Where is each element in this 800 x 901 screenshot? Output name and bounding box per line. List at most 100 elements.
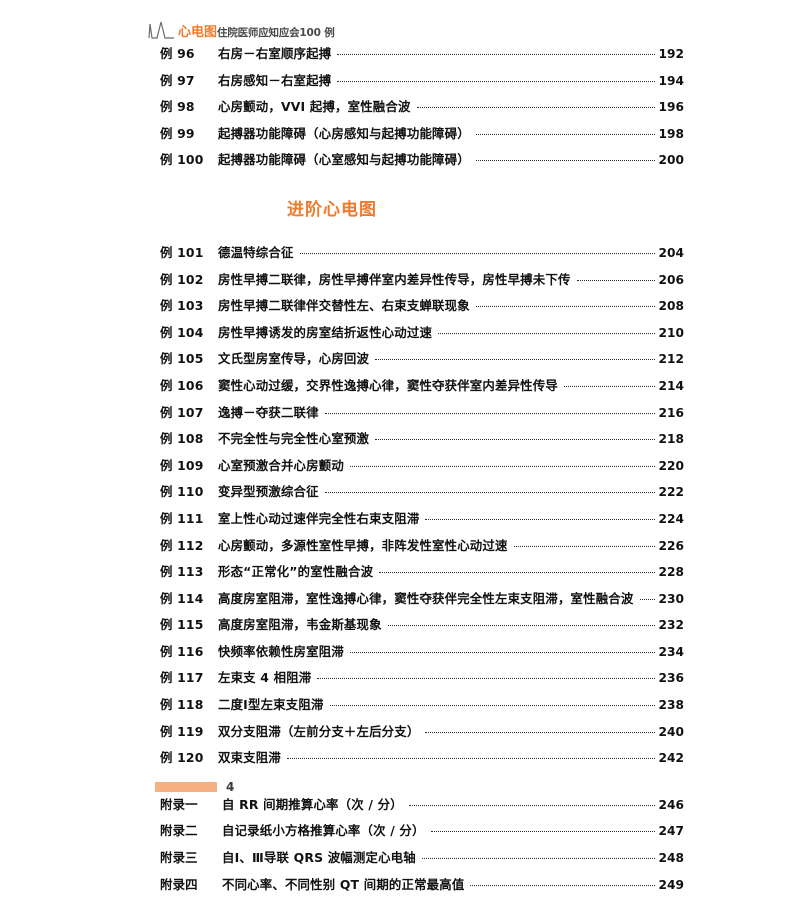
toc-entry-page: 238 <box>658 698 684 713</box>
toc-entry-title: 自Ⅰ、Ⅲ导联 QRS 波幅测定心电轴 <box>222 850 416 866</box>
toc-entry-page: 248 <box>658 851 684 866</box>
toc-entry[interactable]: 例 115 高度房室阻滞，韦金斯基现象 232 <box>160 615 684 642</box>
toc-entry-number: 附录二 <box>160 823 198 839</box>
toc-entry-number: 例 100 <box>160 152 204 168</box>
toc-entry-number: 例 98 <box>160 99 195 115</box>
toc-entry-page: 247 <box>658 824 684 839</box>
toc-leader-dots <box>475 306 655 308</box>
toc-leader-dots <box>408 804 655 806</box>
toc-entry-title: 起搏器功能障碍（心室感知与起搏功能障碍） <box>218 152 470 168</box>
header-subtitle: 住院医师应知应会100 例 <box>217 27 335 39</box>
toc-entry-title: 文氏型房室传导，心房回波 <box>218 351 370 367</box>
toc-entry-title: 逸搏－夺获二联律 <box>218 404 319 420</box>
toc-leader-dots <box>317 678 655 680</box>
toc-entry-title: 房性早搏二联律伴交替性左、右束支蝉联现象 <box>218 298 470 314</box>
toc-entry-page: 204 <box>658 245 684 260</box>
toc-entry-title: 室上性心动过速伴完全性右束支阻滞 <box>218 510 420 526</box>
toc-entry[interactable]: 例 117 左束支 4 相阻滞 236 <box>160 668 684 695</box>
toc-entry-page: 249 <box>658 877 684 892</box>
toc-leader-dots <box>416 107 655 109</box>
toc-entry[interactable]: 附录二 自记录纸小方格推算心率（次 / 分） 247 <box>160 821 684 848</box>
toc-leader-dots <box>387 625 655 627</box>
toc-entry-title: 高度房室阻滞，韦金斯基现象 <box>218 617 382 633</box>
toc-entry[interactable]: 附录一 自 RR 间期推算心率（次 / 分） 246 <box>160 795 684 822</box>
toc-leader-dots <box>470 884 655 886</box>
toc-entry-page: 212 <box>658 352 684 367</box>
toc-entry-number: 例 107 <box>160 404 204 420</box>
toc-entry[interactable]: 附录四 不同心率、不同性别 QT 间期的正常最高值 249 <box>160 875 684 901</box>
toc-entry-number: 例 118 <box>160 697 204 713</box>
toc-entry[interactable]: 例 119 双分支阻滞（左前分支＋左后分支） 240 <box>160 722 684 749</box>
header-brand: 心电图 <box>178 25 218 40</box>
toc-entry-page: 210 <box>658 325 684 340</box>
toc-entry[interactable]: 例 98 心房颤动，VVI 起搏，室性融合波 196 <box>160 97 684 124</box>
toc-entry[interactable]: 例 110 变异型预激综合征 222 <box>160 482 684 509</box>
toc-entry-page: 228 <box>658 565 684 580</box>
ecg-waveform-icon <box>148 21 174 39</box>
toc-entry-page: 216 <box>658 405 684 420</box>
toc-entry[interactable]: 例 106 窦性心动过缓，交界性逸搏心律，窦性夺获伴室内差异性传导 214 <box>160 376 684 403</box>
toc-entry[interactable]: 例 105 文氏型房室传导，心房回波 212 <box>160 349 684 376</box>
toc-entry-number: 例 108 <box>160 431 204 447</box>
toc-entry-page: 222 <box>658 485 684 500</box>
toc-entry[interactable]: 例 99 起搏器功能障碍（心房感知与起搏功能障碍） 198 <box>160 124 684 151</box>
toc-entry-title: 房性早搏二联律，房性早搏伴室内差异性传导，房性早搏未下传 <box>218 271 571 287</box>
toc-entry[interactable]: 例 107 逸搏－夺获二联律 216 <box>160 403 684 430</box>
toc-entry-title: 窦性心动过缓，交界性逸搏心律，窦性夺获伴室内差异性传导 <box>218 377 558 393</box>
toc-entry-title: 右房－右室顺序起搏 <box>218 46 332 61</box>
toc-entry-page: 198 <box>658 126 684 141</box>
toc-page: 心电图 住院医师应知应会100 例 例 96 右房－右室顺序起搏 192 例 9… <box>148 16 684 892</box>
toc-entry[interactable]: 例 102 房性早搏二联律，房性早搏伴室内差异性传导，房性早搏未下传 206 <box>160 270 684 297</box>
toc-entry[interactable]: 例 111 室上性心动过速伴完全性右束支阻滞 224 <box>160 509 684 536</box>
toc-entry[interactable]: 例 97 右房感知－右室起搏 194 <box>160 71 684 98</box>
toc-entry-number: 例 111 <box>160 510 204 526</box>
toc-entry[interactable]: 例 116 快频率依赖性房室阻滞 234 <box>160 642 684 669</box>
toc-entry[interactable]: 例 113 形态“正常化”的室性融合波 228 <box>160 562 684 589</box>
toc-entry-title: 双束支阻滞 <box>218 750 281 766</box>
toc-entry-title: 自记录纸小方格推算心率（次 / 分） <box>222 823 425 839</box>
toc-entry-number: 例 101 <box>160 244 204 260</box>
footer-accent-bar <box>155 782 217 792</box>
toc-entry[interactable]: 例 104 房性早搏诱发的房室结折返性心动过速 210 <box>160 323 684 350</box>
toc-entry-number: 例 117 <box>160 670 204 686</box>
toc-entry[interactable]: 例 120 双束支阻滞 242 <box>160 748 684 775</box>
toc-entry[interactable]: 例 108 不完全性与完全性心室预激 218 <box>160 429 684 456</box>
toc-group-top: 例 96 右房－右室顺序起搏 192 例 97 右房感知－右室起搏 194 例 … <box>160 44 684 177</box>
toc-entry-number: 例 113 <box>160 564 204 580</box>
toc-entry-page: 214 <box>658 378 684 393</box>
toc-leader-dots <box>563 385 655 387</box>
toc-entry-title: 二度Ⅰ型左束支阻滞 <box>218 697 324 713</box>
toc-leader-dots <box>286 758 655 760</box>
toc-leader-dots <box>576 279 655 281</box>
toc-entry[interactable]: 例 101 德温特综合征 204 <box>160 243 684 270</box>
toc-entry[interactable]: 例 118 二度Ⅰ型左束支阻滞 238 <box>160 695 684 722</box>
toc-entry[interactable]: 例 96 右房－右室顺序起搏 192 <box>160 44 684 71</box>
toc-entry-page: 196 <box>658 100 684 115</box>
toc-entry[interactable]: 例 109 心室预激合并心房颤动 220 <box>160 456 684 483</box>
toc-entry[interactable]: 例 103 房性早搏二联律伴交替性左、右束支蝉联现象 208 <box>160 296 684 323</box>
toc-entry-number: 例 112 <box>160 537 204 553</box>
toc-group-advanced: 例 101 德温特综合征 204 例 102 房性早搏二联律，房性早搏伴室内差异… <box>160 243 684 775</box>
toc-entry-title: 不同心率、不同性别 QT 间期的正常最高值 <box>222 876 465 892</box>
toc-entry[interactable]: 例 112 心房颤动，多源性室性早搏，非阵发性室性心动过速 226 <box>160 536 684 563</box>
section-heading: 进阶心电图 <box>287 199 377 220</box>
toc-leader-dots <box>337 54 655 55</box>
toc-leader-dots <box>438 332 655 334</box>
toc-entry-number: 例 104 <box>160 324 204 340</box>
toc-entry-page: 200 <box>658 153 684 168</box>
toc-leader-dots <box>324 412 655 414</box>
running-header: 心电图 住院医师应知应会100 例 <box>148 16 335 40</box>
toc-leader-dots <box>475 160 655 162</box>
toc-entry-number: 附录四 <box>160 876 198 892</box>
toc-entry-title: 心房颤动，多源性室性早搏，非阵发性室性心动过速 <box>218 537 508 553</box>
toc-entry-page: 242 <box>658 751 684 766</box>
toc-entry-number: 例 105 <box>160 351 204 367</box>
toc-entry[interactable]: 例 114 高度房室阻滞，室性逸搏心律，窦性夺获伴完全性左束支阻滞，室性融合波 … <box>160 589 684 616</box>
toc-entry-title: 德温特综合征 <box>218 244 294 260</box>
toc-entry-title: 心房颤动，VVI 起搏，室性融合波 <box>218 99 411 115</box>
toc-entry-title: 高度房室阻滞，室性逸搏心律，窦性夺获伴完全性左束支阻滞，室性融合波 <box>218 590 634 606</box>
toc-entry[interactable]: 附录三 自Ⅰ、Ⅲ导联 QRS 波幅测定心电轴 248 <box>160 848 684 875</box>
toc-entry-title: 变异型预激综合征 <box>218 484 319 500</box>
toc-leader-dots <box>425 518 655 520</box>
toc-entry[interactable]: 例 100 起搏器功能障碍（心室感知与起搏功能障碍） 200 <box>160 150 684 177</box>
